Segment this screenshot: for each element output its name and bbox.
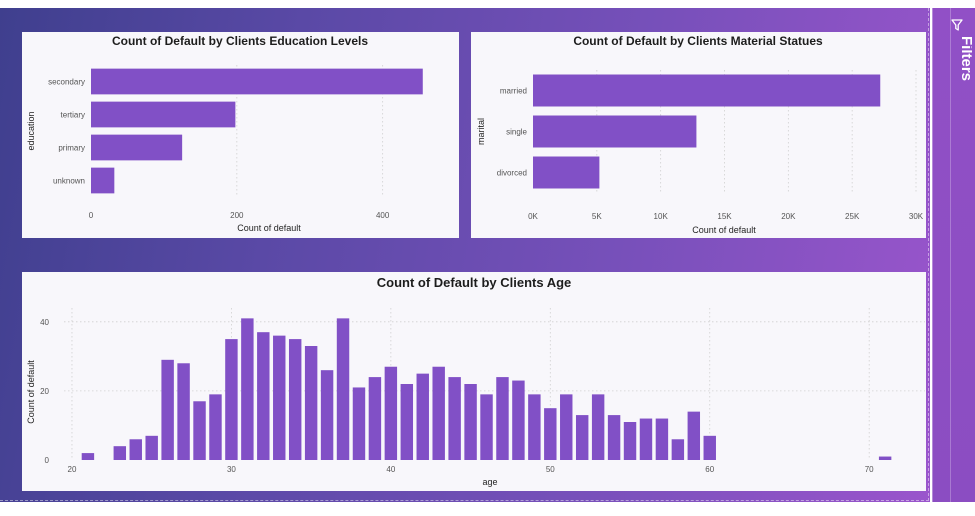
marital-chart: Count of Default by Clients Material Sta…	[476, 34, 924, 235]
bar	[161, 359, 174, 460]
bar	[671, 439, 685, 460]
bar	[113, 446, 127, 460]
bar	[241, 318, 254, 460]
x-tick-label: 30	[227, 465, 236, 474]
bar	[528, 394, 541, 460]
bar	[496, 377, 509, 460]
bar	[91, 101, 236, 128]
bar	[591, 394, 605, 460]
funnel-icon	[951, 19, 963, 31]
filters-pane-divider	[950, 8, 951, 502]
x-tick-label: 50	[546, 465, 555, 474]
bar	[400, 384, 414, 460]
bar	[639, 418, 653, 460]
bar	[878, 456, 892, 460]
bar	[352, 387, 366, 460]
x-axis-label: age	[482, 477, 497, 487]
x-tick-label: 0K	[528, 212, 538, 221]
education-chart-card[interactable]: Count of Default by Clients Education Le…	[22, 32, 459, 238]
bar	[432, 366, 445, 460]
bar	[703, 435, 716, 460]
bar	[575, 415, 589, 460]
x-tick-label: 30K	[909, 212, 924, 221]
chart-title: Count of Default by Clients Education Le…	[112, 34, 368, 48]
bar	[368, 377, 382, 460]
x-tick-label: 20K	[781, 212, 796, 221]
age-chart: Count of Default by Clients Age 0 20 40 20 30…	[26, 275, 925, 487]
bar	[623, 422, 637, 460]
x-tick-label: 5K	[592, 212, 602, 221]
bar	[607, 415, 621, 460]
x-tick-label: 10K	[654, 212, 669, 221]
marital-chart-card[interactable]: Count of Default by Clients Material Sta…	[471, 32, 926, 238]
category-label: primary	[58, 144, 85, 153]
category-label: married	[500, 87, 527, 96]
bar	[209, 394, 222, 460]
y-axis-label: Count of default	[26, 360, 36, 424]
y-axis-label: marital	[476, 118, 486, 145]
x-tick-label: 40	[386, 465, 395, 474]
bar	[544, 408, 557, 460]
x-tick-label: 0	[89, 211, 94, 220]
y-tick-label: 40	[40, 318, 49, 327]
x-tick-label: 15K	[717, 212, 732, 221]
bar	[225, 339, 238, 460]
x-axis-label: Count of default	[692, 225, 756, 235]
bar	[687, 411, 701, 460]
x-axis-label: Count of default	[237, 223, 301, 233]
x-tick-label: 60	[705, 465, 714, 474]
bar	[320, 370, 334, 460]
bar	[288, 339, 302, 460]
bar	[145, 435, 158, 460]
x-tick-label: 200	[230, 211, 244, 220]
bar	[273, 335, 286, 460]
bar	[512, 380, 525, 460]
bar	[91, 68, 423, 95]
category-label: secondary	[48, 78, 85, 87]
age-chart-card[interactable]: Count of Default by Clients Age 0 20 40 20 30…	[22, 272, 926, 491]
x-tick-label: 70	[865, 465, 874, 474]
chart-title: Count of Default by Clients Material Sta…	[573, 34, 823, 48]
bar	[416, 373, 429, 460]
bar	[193, 401, 206, 460]
bar	[533, 156, 600, 189]
filters-label: Filters	[958, 36, 972, 81]
x-tick-label: 400	[376, 211, 390, 220]
y-axis-label: education	[26, 111, 36, 150]
bar	[91, 134, 183, 161]
category-label: single	[506, 128, 527, 137]
bar	[448, 377, 461, 460]
filters-pane-toggle[interactable]: Filters	[942, 16, 972, 106]
bar	[91, 167, 115, 194]
category-label: unknown	[53, 177, 85, 186]
bar	[464, 384, 477, 460]
bar	[655, 418, 669, 460]
bar	[129, 439, 142, 460]
category-label: divorced	[497, 169, 527, 178]
bar	[384, 366, 398, 460]
bar	[533, 115, 697, 148]
category-label: tertiary	[61, 111, 85, 120]
x-tick-label: 20	[68, 465, 77, 474]
bar	[480, 394, 493, 460]
bar	[304, 346, 318, 460]
chart-title: Count of Default by Clients Age	[377, 275, 572, 290]
bar	[560, 394, 573, 460]
x-tick-label: 25K	[845, 212, 860, 221]
bar	[177, 363, 190, 460]
y-tick-label: 20	[40, 387, 49, 396]
bar	[533, 74, 881, 107]
y-tick-label: 0	[45, 456, 50, 465]
bar	[81, 453, 95, 460]
filters-pane[interactable]	[932, 8, 975, 502]
bar	[336, 318, 350, 460]
bar	[257, 332, 270, 460]
education-chart: Count of Default by Clients Education Le…	[26, 34, 423, 233]
